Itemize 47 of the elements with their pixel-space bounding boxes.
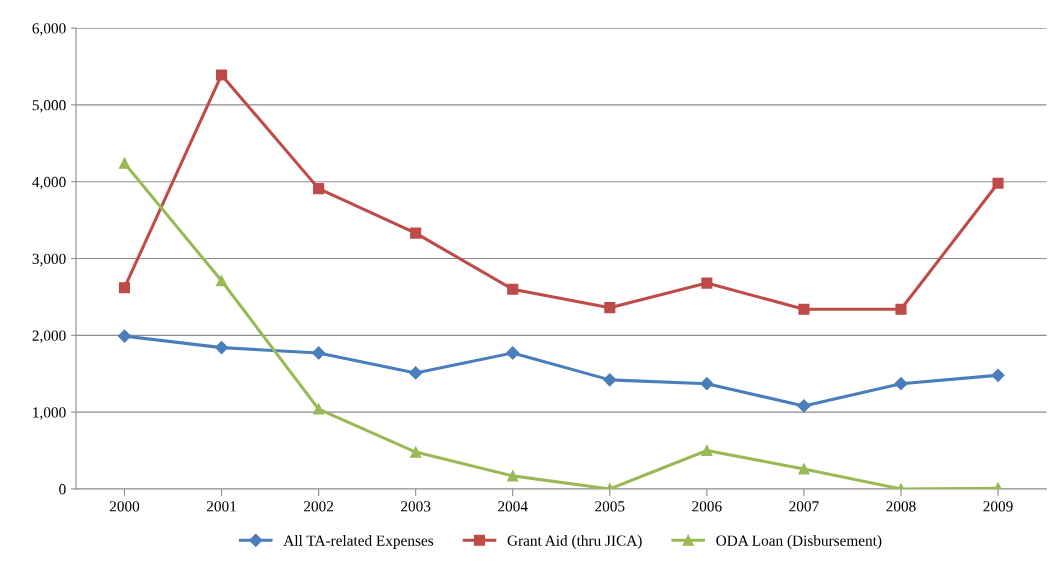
- y-tick-label: 3,000: [32, 253, 66, 267]
- x-tick-label: 2002: [304, 501, 334, 512]
- x-tick-label: 2009: [983, 501, 1013, 512]
- point: [410, 446, 422, 458]
- point: [410, 227, 422, 239]
- point: [409, 366, 423, 380]
- point: [603, 373, 617, 387]
- point: [798, 303, 810, 315]
- point: [118, 282, 131, 294]
- y-tick-label: 0: [59, 484, 66, 495]
- point: [215, 69, 228, 81]
- x-tick-label: 2006: [692, 501, 722, 512]
- y-tick-label: 5,000: [32, 100, 66, 113]
- x-tick-label: 2001: [206, 501, 236, 512]
- y-tick-label: 2,000: [32, 330, 66, 343]
- point: [797, 399, 811, 413]
- point: [604, 302, 616, 314]
- legend-label: Grant Aid (thru JICA): [507, 535, 642, 549]
- point: [701, 444, 713, 457]
- x-tick-label: 2008: [886, 501, 916, 512]
- legend-label: All TA-related Expenses: [283, 535, 434, 549]
- point: [313, 183, 325, 195]
- y-tick-label: 6,000: [32, 23, 66, 36]
- point: [117, 329, 132, 343]
- x-tick-label: 2004: [498, 501, 528, 512]
- x-tick-label: 2005: [595, 501, 625, 512]
- point: [118, 157, 131, 169]
- point: [798, 463, 810, 475]
- point: [991, 368, 1005, 382]
- point: [313, 403, 325, 415]
- point: [215, 275, 228, 287]
- y-tick-label: 4,000: [32, 176, 66, 190]
- y-tick-label: 1,000: [33, 407, 66, 420]
- x-tick-label: 2003: [401, 501, 431, 512]
- legend-label: ODA Loan (Disbursement): [716, 535, 882, 549]
- x-tick-label: 2007: [789, 501, 819, 512]
- point: [894, 377, 908, 391]
- point: [214, 341, 229, 355]
- point: [700, 377, 714, 391]
- point: [507, 283, 519, 295]
- point: [992, 177, 1004, 189]
- x-tick-label: 2000: [109, 501, 140, 512]
- point: [312, 346, 326, 360]
- point: [701, 277, 713, 289]
- point: [895, 303, 907, 315]
- point: [506, 346, 520, 360]
- point: [507, 470, 519, 482]
